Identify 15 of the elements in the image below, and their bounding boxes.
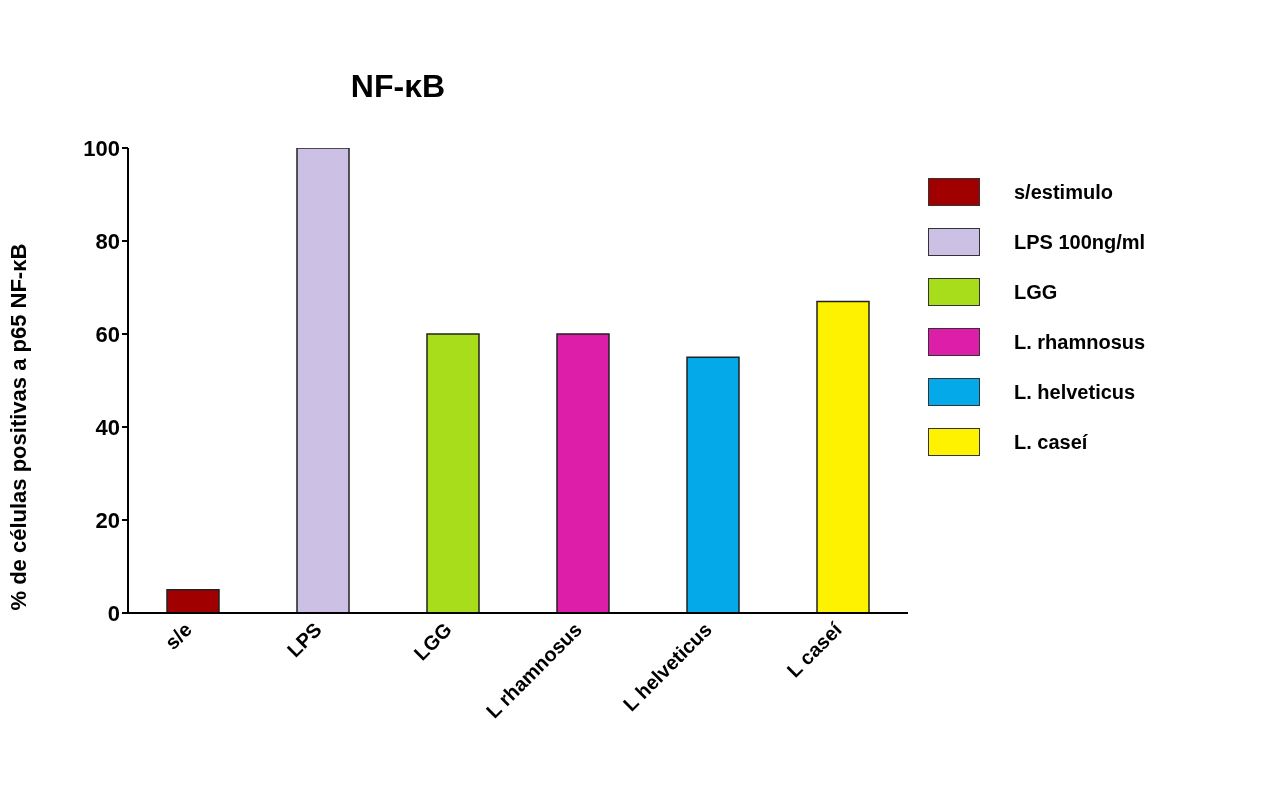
y-tick-label: 40 xyxy=(95,414,120,440)
y-tick-label: 100 xyxy=(83,135,120,161)
legend-label: L. rhamnosus xyxy=(1014,330,1146,354)
legend-label: L. caseí xyxy=(1014,430,1088,454)
chart-title: NF-κB xyxy=(349,68,447,105)
y-tick-label: 0 xyxy=(107,600,120,626)
legend-label: LPS 100ng/ml xyxy=(1014,230,1146,254)
y-axis-title: % de células positivas a p65 NF-κB xyxy=(5,243,31,611)
legend-label: s/estimulo xyxy=(1014,180,1113,204)
y-tick-label: 80 xyxy=(95,228,120,254)
y-tick-label: 20 xyxy=(95,507,120,533)
x-tick-label: s/e xyxy=(160,618,196,654)
legend-label: LGG xyxy=(1014,280,1058,304)
legend-label: L. helveticus xyxy=(1014,380,1136,404)
y-tick-label: 60 xyxy=(95,321,120,347)
